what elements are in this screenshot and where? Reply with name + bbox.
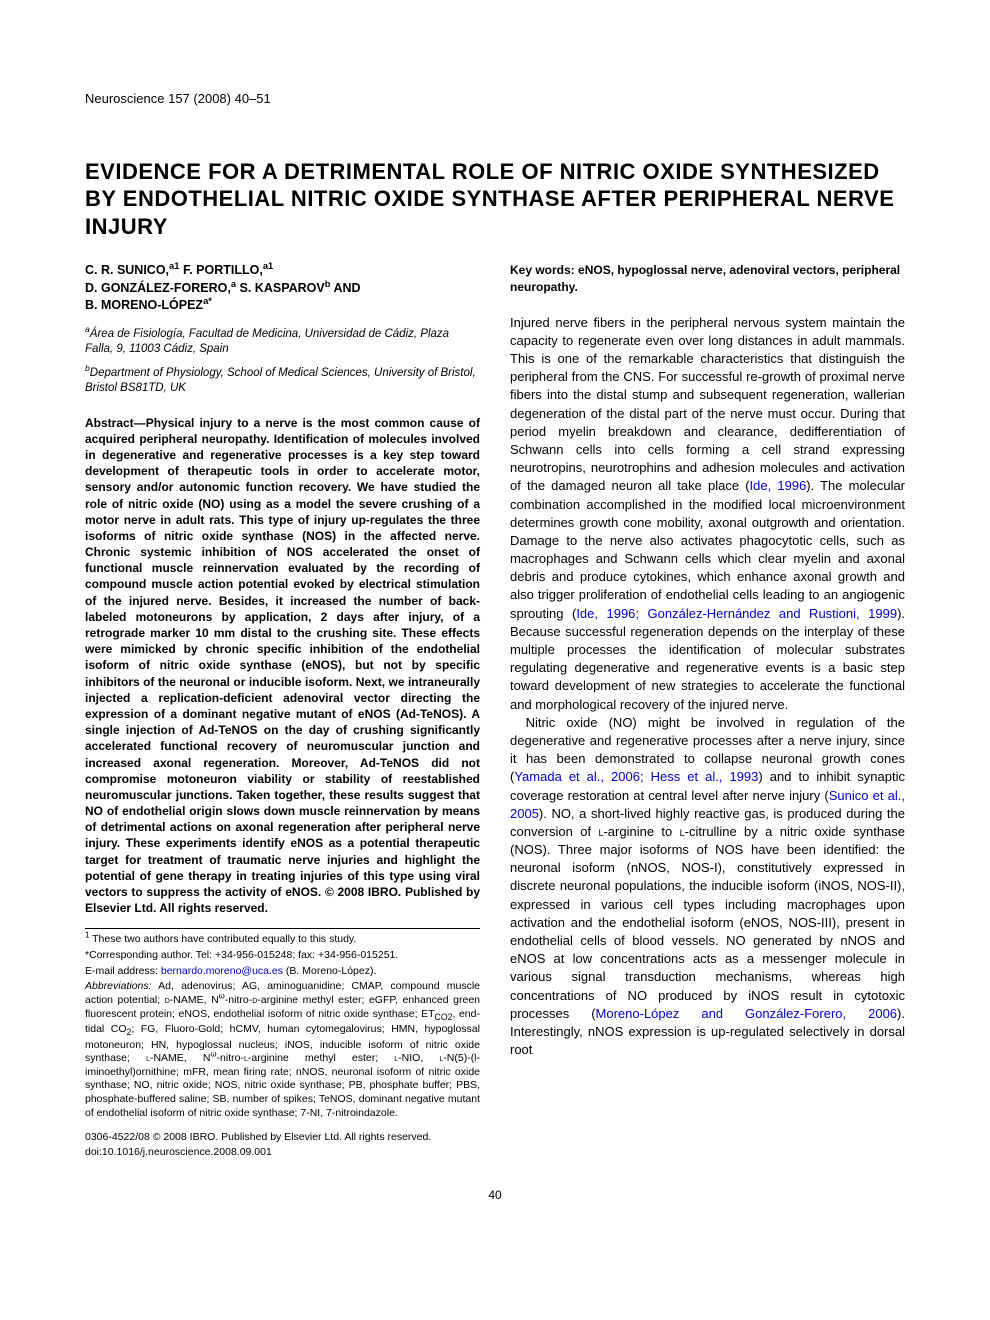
abstract-text: Physical injury to a nerve is the most c…: [85, 416, 480, 916]
body-span: ). Because successful regeneration depen…: [510, 606, 905, 712]
body-span: -citrulline by a nitric oxide synthase (…: [510, 824, 905, 1021]
citation-link[interactable]: Ide, 1996: [750, 478, 807, 493]
abbrev-text: -NAME, N: [170, 994, 219, 1006]
body-text: Injured nerve fibers in the peripheral n…: [510, 314, 905, 1060]
author-name: S. KASPAROV: [236, 281, 325, 295]
abbreviations-label: Abbreviations:: [85, 980, 152, 992]
author-name: D. GONZÁLEZ-FORERO,: [85, 281, 231, 295]
affiliation-text: Department of Physiology, School of Medi…: [85, 367, 476, 395]
authors-block: C. R. SUNICO,a1 F. PORTILLO,a1 D. GONZÁL…: [85, 262, 480, 315]
article-title: EVIDENCE FOR A DETRIMENTAL ROLE OF NITRI…: [85, 158, 905, 241]
footnote-text: These two authors have contributed equal…: [89, 933, 356, 945]
footnote-text: E-mail address:: [85, 965, 161, 977]
author-name: AND: [330, 281, 360, 295]
citation-link[interactable]: Moreno-López and González-Forero, 2006: [596, 1006, 897, 1021]
right-column: Key words: eNOS, hypoglossal nerve, aden…: [510, 262, 905, 1159]
abbrev-text: -NAME, N: [150, 1052, 210, 1064]
citation-link[interactable]: Yamada et al., 2006; Hess et al., 1993: [514, 769, 758, 784]
keywords: Key words: eNOS, hypoglossal nerve, aden…: [510, 262, 905, 296]
author-name: F. PORTILLO,: [179, 263, 262, 277]
footnote-email: E-mail address: bernardo.moreno@uca.es (…: [85, 965, 480, 979]
body-span: Injured nerve fibers in the peripheral n…: [510, 315, 905, 494]
doi-line: doi:10.1016/j.neuroscience.2008.09.001: [85, 1145, 480, 1159]
journal-header: Neuroscience 157 (2008) 40–51: [85, 90, 905, 108]
paragraph: Nitric oxide (NO) might be involved in r…: [510, 714, 905, 1060]
author-sup: a1: [169, 261, 179, 271]
abbrev-sub: CO2: [435, 1012, 453, 1022]
content-columns: C. R. SUNICO,a1 F. PORTILLO,a1 D. GONZÁL…: [85, 262, 905, 1159]
paragraph: Injured nerve fibers in the peripheral n…: [510, 314, 905, 714]
abbrev-text: -nitro-: [225, 994, 252, 1006]
copyright-block: 0306-4522/08 © 2008 IBRO. Published by E…: [85, 1130, 480, 1158]
abbreviations: Abbreviations: Ad, adenovirus; AG, amino…: [85, 980, 480, 1120]
copyright-line: 0306-4522/08 © 2008 IBRO. Published by E…: [85, 1130, 480, 1144]
abstract: Abstract—Physical injury to a nerve is t…: [85, 415, 480, 917]
citation-link[interactable]: Ide, 1996; González-Hernández and Rustio…: [576, 606, 897, 621]
body-span: ). The molecular combination accomplishe…: [510, 478, 905, 620]
footnote-text: (B. Moreno-López).: [283, 965, 376, 977]
affiliation-b: bDepartment of Physiology, School of Med…: [85, 366, 480, 397]
author-name: B. MORENO-LÓPEZ: [85, 298, 203, 312]
abbrev-text: -nitro-: [217, 1052, 244, 1064]
author-sup: a*: [203, 296, 212, 306]
footnotes: 1 These two authors have contributed equ…: [85, 928, 480, 1120]
email-link[interactable]: bernardo.moreno@uca.es: [161, 965, 283, 977]
author-sup: a1: [263, 261, 273, 271]
affiliation-a: aÁrea de Fisiología, Facultad de Medicin…: [85, 327, 480, 358]
affiliation-text: Área de Fisiología, Facultad de Medicina…: [85, 328, 449, 356]
footnote-equal-contribution: 1 These two authors have contributed equ…: [85, 933, 480, 947]
body-span: -arginine to: [603, 824, 679, 839]
author-name: C. R. SUNICO,: [85, 263, 169, 277]
abstract-label: Abstract—: [85, 416, 146, 430]
left-column: C. R. SUNICO,a1 F. PORTILLO,a1 D. GONZÁL…: [85, 262, 480, 1159]
footnote-corresponding: *Corresponding author. Tel: +34-956-0152…: [85, 949, 480, 963]
abbrev-text: -NIO,: [398, 1052, 439, 1064]
page-number: 40: [85, 1187, 905, 1203]
abbrev-text: -arginine methyl ester;: [248, 1052, 394, 1064]
